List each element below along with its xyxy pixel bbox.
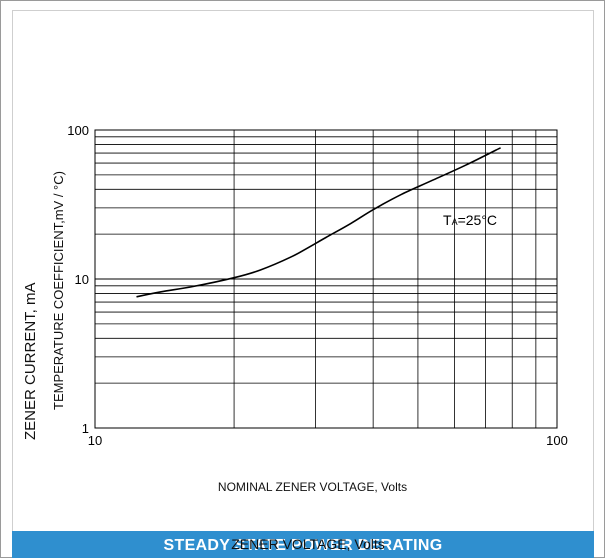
y-tick-label: 10: [75, 272, 89, 287]
ta-annotation: TA=25°C: [443, 212, 497, 228]
banner-title: STEADY STATE POWER DERATING: [163, 537, 443, 554]
banner-overlay-text: ZENER VOLTAGE, Volts: [231, 536, 385, 552]
x-tick-label: 10: [88, 433, 102, 448]
y-axis-label-outer: ZENER CURRENT, mA: [22, 282, 39, 440]
plot-border: [94, 129, 558, 429]
caption-banner: STEADY STATE POWER DERATING ZENER VOLTAG…: [12, 531, 594, 558]
x-axis-label: NOMINAL ZENER VOLTAGE, Volts: [217, 480, 408, 494]
grid: [95, 130, 557, 428]
ta-main: T: [443, 212, 452, 228]
y-tick-label: 1: [82, 421, 89, 436]
x-tick-label: 100: [546, 433, 568, 448]
series-line: [136, 147, 501, 298]
y-tick-label: 100: [67, 123, 89, 138]
ta-sub: A: [452, 217, 458, 227]
ta-rest: =25°C: [458, 212, 497, 228]
y-axis-label-inner: TEMPERATURE COEFFICIENT,mV / °C): [51, 171, 66, 410]
